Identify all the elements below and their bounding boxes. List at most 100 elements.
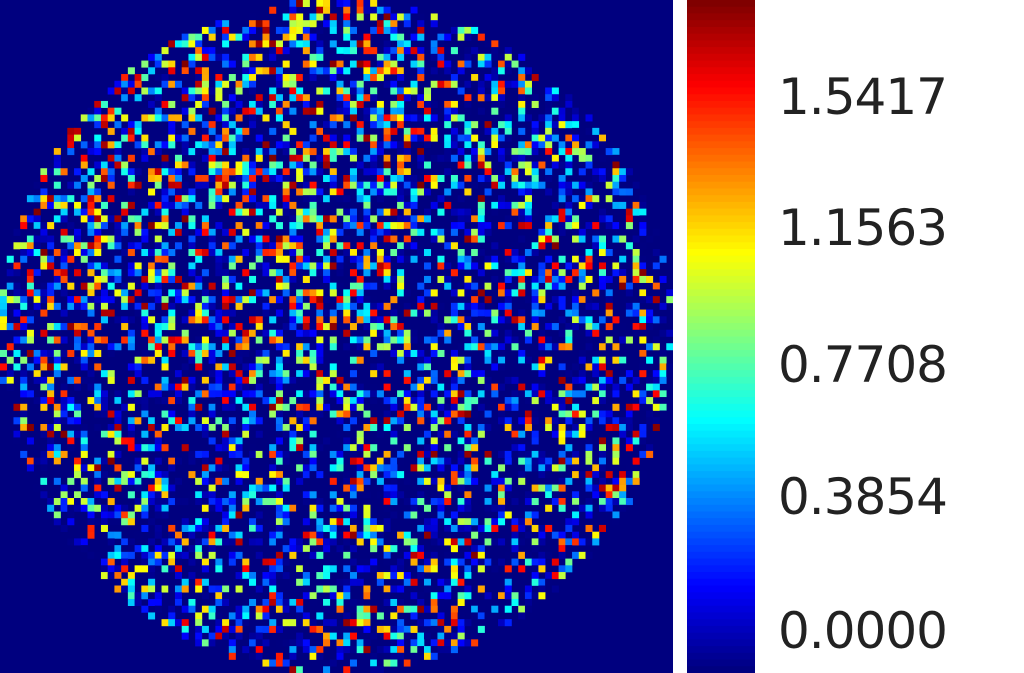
heatmap-cell xyxy=(403,376,411,384)
heatmap-cell xyxy=(329,134,337,142)
heatmap-cell xyxy=(343,141,351,149)
heatmap-cell xyxy=(302,74,310,82)
heatmap-cell xyxy=(646,417,654,425)
heatmap-cell xyxy=(148,275,156,283)
heatmap-cell xyxy=(565,343,573,351)
heatmap-cell xyxy=(444,646,452,654)
heatmap-cell xyxy=(127,296,135,304)
heatmap-cell xyxy=(87,504,95,512)
heatmap-cell xyxy=(403,154,411,162)
heatmap-cell xyxy=(383,6,391,14)
heatmap-cell xyxy=(619,471,627,479)
heatmap-cell xyxy=(40,376,48,384)
heatmap-cell xyxy=(74,201,82,209)
heatmap-cell xyxy=(659,356,667,364)
heatmap-cell xyxy=(329,195,337,203)
heatmap-cell xyxy=(632,430,640,438)
heatmap-cell xyxy=(498,450,506,458)
heatmap-cell xyxy=(457,343,465,351)
heatmap-cell xyxy=(174,585,183,593)
heatmap-cell xyxy=(188,114,196,122)
heatmap-cell xyxy=(403,228,411,236)
heatmap-cell xyxy=(430,619,438,627)
heatmap-cell xyxy=(565,262,573,270)
heatmap-cell xyxy=(215,632,223,640)
heatmap-cell xyxy=(275,605,283,613)
heatmap-cell xyxy=(437,598,445,606)
heatmap-cell xyxy=(13,262,21,270)
heatmap-cell xyxy=(174,572,183,580)
heatmap-cell xyxy=(296,235,304,243)
heatmap-cell xyxy=(134,390,142,398)
colorbar-segment xyxy=(687,181,755,189)
heatmap-cell xyxy=(612,316,620,324)
heatmap-cell xyxy=(107,161,115,169)
heatmap-cell xyxy=(605,195,613,203)
heatmap-cell xyxy=(53,450,61,458)
heatmap-cell xyxy=(80,356,88,364)
heatmap-cell xyxy=(222,53,230,61)
heatmap-cell xyxy=(423,619,432,627)
heatmap-cell xyxy=(161,423,169,432)
heatmap-cell xyxy=(275,370,283,378)
heatmap-cell xyxy=(605,511,613,519)
heatmap-cell xyxy=(619,262,627,270)
heatmap-cell xyxy=(349,255,357,263)
heatmap-cell xyxy=(592,471,600,479)
heatmap-cell xyxy=(316,336,324,344)
heatmap-cell xyxy=(410,652,418,660)
heatmap-cell xyxy=(363,343,371,351)
heatmap-cell xyxy=(376,518,384,526)
heatmap-cell xyxy=(605,410,613,418)
heatmap-cell xyxy=(154,107,162,115)
heatmap-cell xyxy=(215,383,223,391)
heatmap-cell xyxy=(296,100,304,108)
heatmap-cell xyxy=(114,545,122,553)
heatmap-cell xyxy=(491,565,499,573)
heatmap-cell xyxy=(356,397,364,405)
colorbar-segment xyxy=(687,437,755,445)
heatmap-cell xyxy=(558,423,566,432)
heatmap-cell xyxy=(242,188,250,196)
heatmap-cell xyxy=(269,336,277,344)
heatmap-cell xyxy=(255,477,263,485)
heatmap-cell xyxy=(403,121,411,129)
heatmap-cell xyxy=(33,356,41,364)
heatmap-cell xyxy=(471,80,479,88)
heatmap-cell xyxy=(235,222,243,230)
heatmap-cell xyxy=(114,464,122,472)
heatmap-cell xyxy=(464,370,472,378)
heatmap-cell xyxy=(195,612,203,620)
heatmap-cell xyxy=(289,511,297,519)
heatmap-cell xyxy=(181,619,189,627)
heatmap-cell xyxy=(598,235,606,243)
heatmap-cell xyxy=(208,33,216,41)
heatmap-cell xyxy=(222,625,230,633)
heatmap-cell xyxy=(47,363,55,371)
heatmap-cell xyxy=(376,302,384,310)
heatmap-cell xyxy=(201,578,209,586)
heatmap-cell xyxy=(80,215,88,223)
heatmap-cell xyxy=(323,148,331,156)
heatmap-cell xyxy=(107,410,115,418)
heatmap-cell xyxy=(201,349,209,357)
heatmap-cell xyxy=(444,592,452,600)
heatmap-cell xyxy=(114,255,122,263)
heatmap-cell xyxy=(296,329,304,337)
heatmap-cell xyxy=(666,370,673,378)
heatmap-cell xyxy=(370,74,378,82)
heatmap-cell xyxy=(565,565,573,573)
heatmap-cell xyxy=(208,282,216,290)
heatmap-cell xyxy=(410,33,418,41)
heatmap-cell xyxy=(94,464,102,472)
heatmap-cell xyxy=(343,592,351,600)
heatmap-cell xyxy=(504,592,512,600)
heatmap-cell xyxy=(504,121,512,129)
heatmap-cell xyxy=(423,188,432,196)
heatmap-cell xyxy=(531,450,539,458)
heatmap-cell xyxy=(148,464,156,472)
heatmap-cell xyxy=(228,141,236,149)
heatmap-cell xyxy=(417,450,425,458)
heatmap-cell xyxy=(121,565,129,573)
heatmap-cell xyxy=(316,498,324,506)
